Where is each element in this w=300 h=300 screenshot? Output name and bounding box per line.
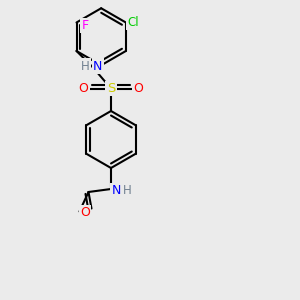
Text: F: F bbox=[81, 19, 88, 32]
Text: N: N bbox=[93, 59, 103, 73]
Text: O: O bbox=[134, 82, 143, 95]
Text: O: O bbox=[79, 82, 88, 95]
Text: N: N bbox=[112, 184, 121, 197]
Text: S: S bbox=[107, 82, 115, 95]
Text: H: H bbox=[123, 184, 132, 197]
Text: Cl: Cl bbox=[128, 16, 139, 29]
Text: O: O bbox=[80, 206, 90, 220]
Text: H: H bbox=[81, 59, 90, 73]
